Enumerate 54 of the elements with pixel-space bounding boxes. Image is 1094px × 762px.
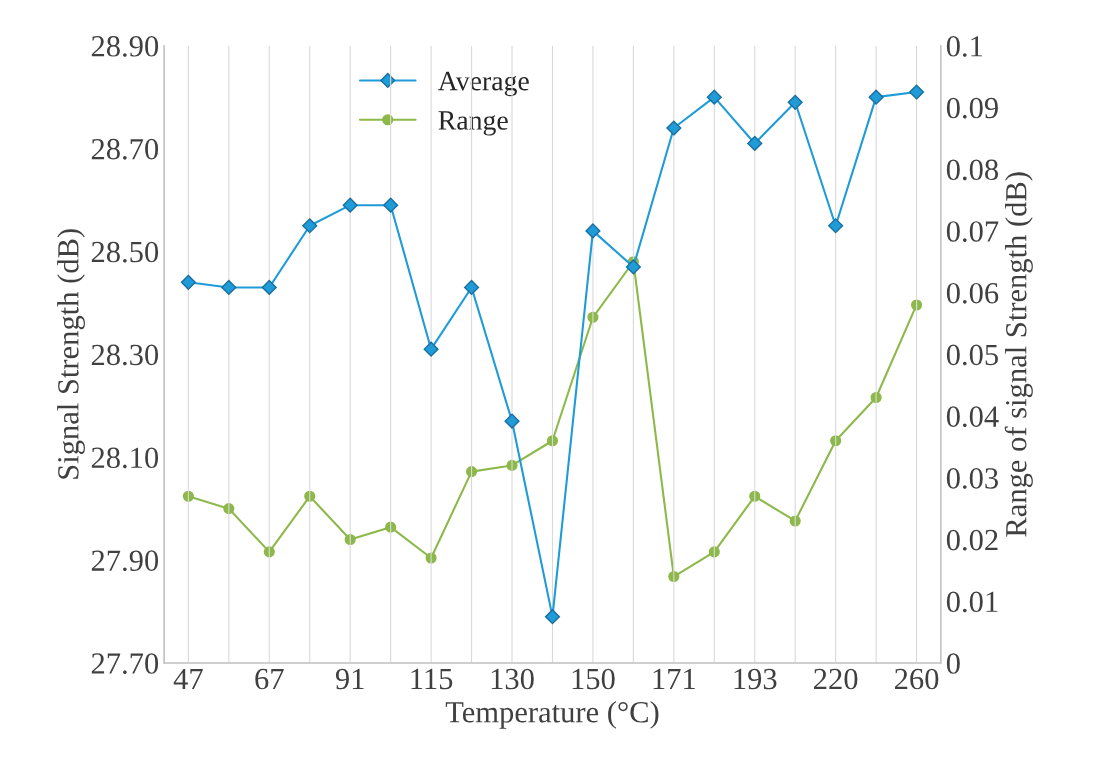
y-tick-label: 28.90 xyxy=(91,36,159,57)
point xyxy=(585,223,601,239)
y2-tick-label: 0.08 xyxy=(946,159,999,181)
y2-tick-label: 0 xyxy=(946,653,960,674)
point xyxy=(666,120,682,136)
point xyxy=(504,413,520,429)
y2-tick-label: 0.04 xyxy=(946,406,999,428)
y-tick-label: 27.90 xyxy=(91,550,159,572)
legend-label: Range xyxy=(438,111,508,136)
x-tick-label: 115 xyxy=(411,668,453,690)
point xyxy=(180,274,196,290)
y2-tick-label: 0.02 xyxy=(946,529,998,551)
x-tick-label: 47 xyxy=(173,668,203,689)
point xyxy=(868,89,884,105)
point xyxy=(423,341,439,357)
y2-tick-label: 0.06 xyxy=(946,282,999,304)
y2-tick-label: 0.09 xyxy=(946,97,998,119)
x-axis-title: Temperature (°C) xyxy=(445,701,659,729)
y-axis-title: Signal Strength (dB) xyxy=(57,229,85,479)
y-tick-label: 28.30 xyxy=(91,344,159,366)
x-tick-label: 193 xyxy=(734,668,777,690)
x-tick-label: 67 xyxy=(255,668,284,690)
x-tick-label: 130 xyxy=(491,668,534,690)
point xyxy=(828,218,844,234)
y2-tick-label: 0.01 xyxy=(946,591,998,613)
point xyxy=(706,89,722,105)
point xyxy=(342,197,358,213)
point xyxy=(261,279,277,296)
point xyxy=(544,609,561,625)
y2-tick-label: 0.07 xyxy=(946,221,999,242)
legend-label: Average xyxy=(438,71,529,97)
y2-tick-label: 0.1 xyxy=(946,36,983,57)
x-tick-label: 91 xyxy=(335,668,364,690)
point xyxy=(463,279,480,296)
point xyxy=(625,259,641,275)
point xyxy=(302,218,318,234)
point xyxy=(221,279,237,296)
x-tick-label: 220 xyxy=(814,668,858,690)
y2-tick-label: 0.05 xyxy=(946,344,998,366)
y-tick-label: 28.10 xyxy=(91,447,159,469)
y2-tick-label: 0.03 xyxy=(946,468,998,489)
y2-axis-title: Range of signal Strength (dB) xyxy=(1004,172,1033,537)
point xyxy=(747,135,763,152)
x-tick-label: 150 xyxy=(572,668,615,690)
point xyxy=(344,533,356,546)
point xyxy=(908,84,925,100)
point xyxy=(787,94,803,110)
x-tick-label: 171 xyxy=(653,668,695,689)
x-tick-label: 260 xyxy=(894,668,939,690)
y-tick-label: 27.70 xyxy=(91,653,159,674)
y-tick-label: 28.70 xyxy=(91,138,159,160)
point xyxy=(466,466,478,478)
point xyxy=(383,197,399,213)
y-tick-label: 28.50 xyxy=(91,241,159,263)
